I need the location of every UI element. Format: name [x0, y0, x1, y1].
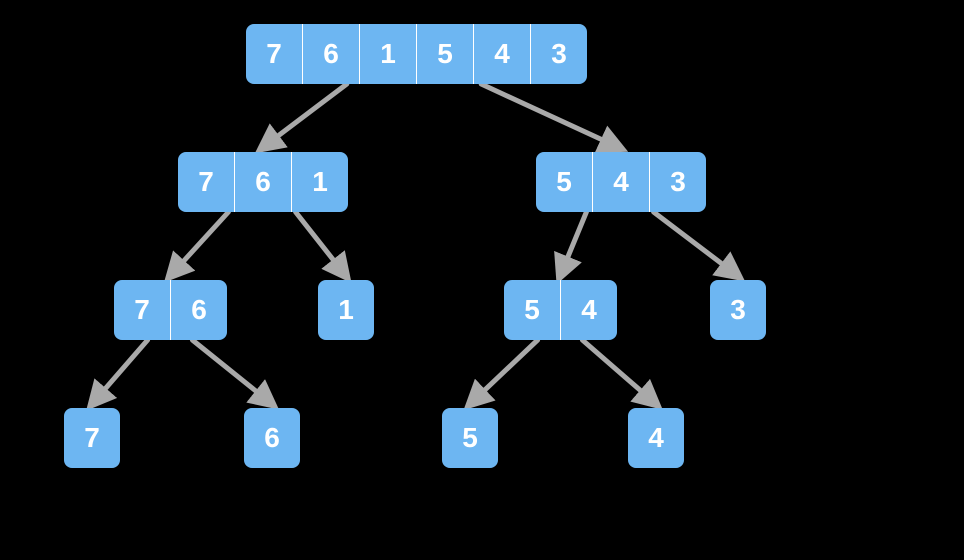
tree-node: 54: [504, 280, 617, 340]
array-cell: 3: [530, 24, 587, 84]
array-cell: 1: [291, 152, 348, 212]
array-cell: 4: [560, 280, 617, 340]
tree-node: 7: [64, 408, 120, 468]
tree-edge: [654, 212, 738, 276]
array-cell: 7: [114, 280, 170, 340]
array-cell: 1: [359, 24, 416, 84]
array-cell: 6: [244, 408, 300, 468]
array-cell: 4: [592, 152, 649, 212]
tree-node: 76: [114, 280, 227, 340]
array-cell: 1: [318, 280, 374, 340]
tree-node: 543: [536, 152, 706, 212]
tree-edge: [192, 340, 272, 404]
array-cell: 6: [170, 280, 227, 340]
array-cell: 5: [504, 280, 560, 340]
tree-node: 4: [628, 408, 684, 468]
array-cell: 7: [64, 408, 120, 468]
tree-edge: [582, 340, 656, 404]
array-cell: 5: [536, 152, 592, 212]
tree-node: 761543: [246, 24, 587, 84]
array-cell: 3: [649, 152, 706, 212]
array-cell: 4: [473, 24, 530, 84]
array-cell: 5: [416, 24, 473, 84]
array-cell: 7: [178, 152, 234, 212]
tree-edge: [296, 212, 346, 276]
tree-node: 5: [442, 408, 498, 468]
tree-edge: [92, 340, 148, 404]
array-cell: 3: [710, 280, 766, 340]
tree-node: 1: [318, 280, 374, 340]
tree-edge: [262, 84, 347, 148]
tree-edge: [470, 340, 538, 404]
merge-sort-tree-diagram: 7615437615437615437654: [0, 0, 964, 560]
tree-node: 6: [244, 408, 300, 468]
array-cell: 6: [234, 152, 291, 212]
tree-edge: [560, 212, 586, 276]
array-cell: 4: [628, 408, 684, 468]
tree-node: 761: [178, 152, 348, 212]
tree-node: 3: [710, 280, 766, 340]
tree-edge: [170, 212, 228, 276]
array-cell: 5: [442, 408, 498, 468]
array-cell: 7: [246, 24, 302, 84]
tree-edge: [481, 84, 620, 148]
array-cell: 6: [302, 24, 359, 84]
